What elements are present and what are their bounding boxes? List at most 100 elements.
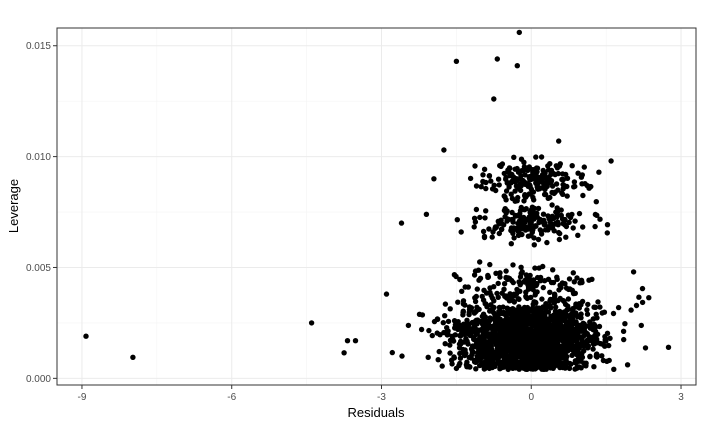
x-axis-ticks: -9 -6 -3 0 3 <box>78 385 684 403</box>
scatter-point <box>484 353 490 360</box>
scatter-point <box>604 330 611 336</box>
scatter-point <box>518 156 525 162</box>
scatter-point <box>481 287 487 293</box>
scatter-point <box>352 338 359 344</box>
scatter-point <box>599 353 605 359</box>
scatter-point <box>465 284 471 290</box>
scatter-point <box>501 193 507 199</box>
scatter-point <box>607 335 613 341</box>
scatter-point <box>538 307 544 314</box>
scatter-point <box>515 332 521 339</box>
scatter-point <box>549 202 555 208</box>
scatter-point <box>553 304 559 310</box>
scatter-point <box>574 275 580 281</box>
scatter-point <box>496 230 502 237</box>
scatter-point <box>556 163 563 169</box>
scatter-point <box>604 230 610 236</box>
scatter-point <box>545 227 551 233</box>
scatter-point <box>557 230 563 237</box>
scatter-point <box>486 226 492 232</box>
scatter-point <box>447 306 453 312</box>
scatter-point <box>527 222 534 228</box>
scatter-point <box>522 219 528 225</box>
scatter-point <box>474 321 480 327</box>
scatter-point <box>462 302 468 308</box>
scatter-point <box>589 338 595 344</box>
scatter-point <box>518 264 524 270</box>
scatter-point <box>512 166 518 172</box>
scatter-point <box>528 353 534 360</box>
scatter-point <box>636 294 642 300</box>
scatter-point <box>498 226 505 233</box>
scatter-point <box>504 309 510 316</box>
scatter-point <box>569 163 575 169</box>
scatter-point <box>491 284 497 290</box>
scatter-point <box>506 184 512 190</box>
scatter-point <box>561 309 567 315</box>
scatter-point <box>540 354 546 360</box>
scatter-point <box>555 311 561 317</box>
scatter-point <box>624 362 631 368</box>
x-tick-label: 3 <box>678 392 684 403</box>
scatter-point <box>528 294 534 301</box>
scatter-point <box>584 311 591 317</box>
x-tick-label: -9 <box>78 392 87 403</box>
scatter-point <box>489 295 496 301</box>
scatter-point <box>559 171 566 177</box>
scatter-point <box>597 304 603 310</box>
scatter-point <box>426 327 432 334</box>
scatter-point <box>539 323 545 329</box>
y-tick-label: 0.015 <box>26 41 51 52</box>
scatter-point <box>550 267 556 273</box>
scatter-point <box>501 355 507 362</box>
scatter-point <box>566 219 572 226</box>
scatter-point <box>491 96 497 102</box>
scatter-point <box>561 347 568 353</box>
scatter-point <box>512 188 518 194</box>
scatter-point <box>487 315 493 321</box>
scatter-point <box>551 291 558 297</box>
scatter-point <box>497 162 503 169</box>
scatter-point <box>455 299 461 305</box>
scatter-point <box>509 351 516 357</box>
scatter-point <box>551 228 557 234</box>
scatter-point <box>594 212 600 218</box>
scatter-point <box>474 286 480 292</box>
scatter-point <box>445 331 451 338</box>
scatter-point <box>505 169 511 175</box>
scatter-point <box>515 228 522 235</box>
scatter-point <box>582 181 588 187</box>
scatter-point <box>452 325 458 331</box>
scatter-point <box>519 168 525 174</box>
scatter-point <box>578 174 585 180</box>
scatter-point <box>497 310 504 316</box>
scatter-point <box>573 344 579 350</box>
scatter-point <box>483 332 489 339</box>
scatter-point <box>577 341 583 347</box>
scatter-point <box>601 309 608 315</box>
scatter-point <box>447 342 453 348</box>
scatter-point <box>466 311 472 318</box>
scatter-point <box>530 194 536 201</box>
scatter-point <box>578 365 584 371</box>
scatter-point <box>521 357 527 363</box>
scatter-point <box>439 363 445 369</box>
scatter-point <box>522 340 528 346</box>
scatter-point <box>511 235 517 241</box>
scatter-point <box>583 343 590 350</box>
scatter-point <box>556 331 563 337</box>
scatter-point <box>556 319 562 325</box>
scatter-point <box>497 366 503 372</box>
scatter-point <box>563 356 569 362</box>
scatter-point <box>499 335 505 341</box>
scatter-point <box>451 355 457 361</box>
scatter-point <box>549 183 556 189</box>
scatter-point <box>83 333 89 339</box>
scatter-point <box>592 223 598 230</box>
scatter-point <box>642 345 649 351</box>
scatter-point <box>472 357 478 364</box>
scatter-point <box>495 280 501 287</box>
scatter-point <box>535 327 542 333</box>
scatter-point <box>458 229 464 235</box>
scatter-point <box>531 235 537 241</box>
